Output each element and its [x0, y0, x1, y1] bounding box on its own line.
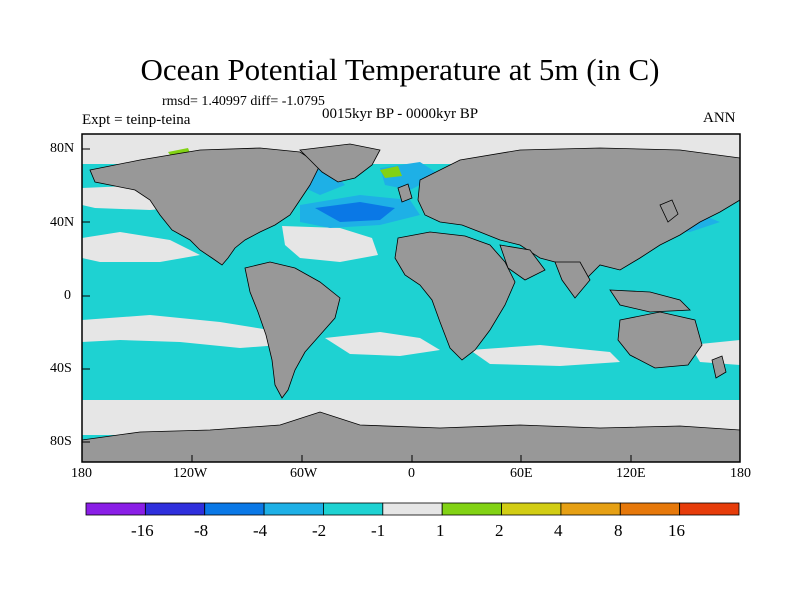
- antarctica: [82, 411, 740, 462]
- map-frame: [81, 133, 741, 463]
- colorbar-swatch: [382, 502, 443, 516]
- indian-neutral: [470, 345, 620, 366]
- north-america: [89, 147, 321, 266]
- south-america: [244, 261, 341, 399]
- experiment-label: Expt = teinp-teina: [82, 112, 191, 128]
- colorbar-swatch: [144, 502, 206, 516]
- stats-label: rmsd= 1.40997 diff= -1.0795: [162, 94, 325, 109]
- lat-label-80s: 80S: [50, 434, 72, 449]
- lon-label-60e: 60E: [510, 466, 533, 481]
- india: [554, 261, 591, 299]
- colorbar-label: 8: [614, 521, 623, 540]
- colorbar-label: 2: [495, 521, 504, 540]
- iceland-warm: [380, 166, 402, 178]
- colorbar-swatch: [619, 502, 681, 516]
- lat-label-40s: 40S: [50, 361, 72, 376]
- colorbar-swatch: [85, 502, 146, 516]
- east-pacific-neutral: [82, 232, 200, 262]
- pacific-south-neutral: [690, 340, 740, 365]
- north-atlantic-neutral: [282, 226, 378, 262]
- colorbar-label: -16: [131, 521, 154, 540]
- greenland: [299, 143, 381, 183]
- colorbar-swatch: [263, 502, 324, 516]
- lon-label-0: 0: [408, 466, 415, 481]
- japan: [659, 199, 679, 223]
- colorbar-label: 1: [436, 521, 445, 540]
- lon-label-60w: 60W: [290, 466, 318, 481]
- lon-label-180w: 180: [71, 466, 92, 481]
- colorbar-swatch: [204, 502, 265, 516]
- lat-label-40n: 40N: [50, 215, 75, 230]
- map-title: Ocean Potential Temperature at 5m (in C): [140, 52, 660, 87]
- south-atlantic-neutral: [325, 332, 440, 356]
- colorbar-swatch: [441, 502, 502, 516]
- lon-label-120e: 120E: [616, 466, 646, 481]
- africa: [394, 231, 516, 361]
- colorbar-swatch: [679, 502, 740, 516]
- period-label: 0015kyr BP - 0000kyr BP: [322, 106, 479, 122]
- lat-label-80n: 80N: [50, 141, 75, 156]
- season-label: ANN: [703, 110, 736, 126]
- south-pacific-neutral: [82, 315, 280, 348]
- maritime-continent: [609, 289, 691, 313]
- colorbar-swatch: [560, 502, 621, 516]
- colorbar-label: 4: [554, 521, 563, 540]
- new-zealand: [711, 355, 727, 379]
- colorbar-label: -2: [312, 521, 327, 540]
- colorbar-label: -4: [253, 521, 268, 540]
- arabia: [499, 244, 546, 281]
- colorbar-swatch: [323, 502, 384, 516]
- eurasia: [417, 147, 740, 281]
- land: [82, 143, 740, 462]
- map-area: [82, 134, 740, 462]
- lon-label-180e: 180: [730, 466, 751, 481]
- colorbar-label: 16: [668, 521, 685, 540]
- colorbar: [85, 502, 740, 516]
- lon-label-120w: 120W: [173, 466, 208, 481]
- colorbar-label: -8: [194, 521, 209, 540]
- lat-label-eq: 0: [64, 288, 71, 303]
- australia: [617, 311, 703, 369]
- british-isles: [397, 183, 413, 203]
- colorbar-swatch: [501, 502, 562, 516]
- axis-ticks: [82, 148, 632, 462]
- colorbar-label: -1: [371, 521, 386, 540]
- north-atlantic-strong: [315, 202, 395, 222]
